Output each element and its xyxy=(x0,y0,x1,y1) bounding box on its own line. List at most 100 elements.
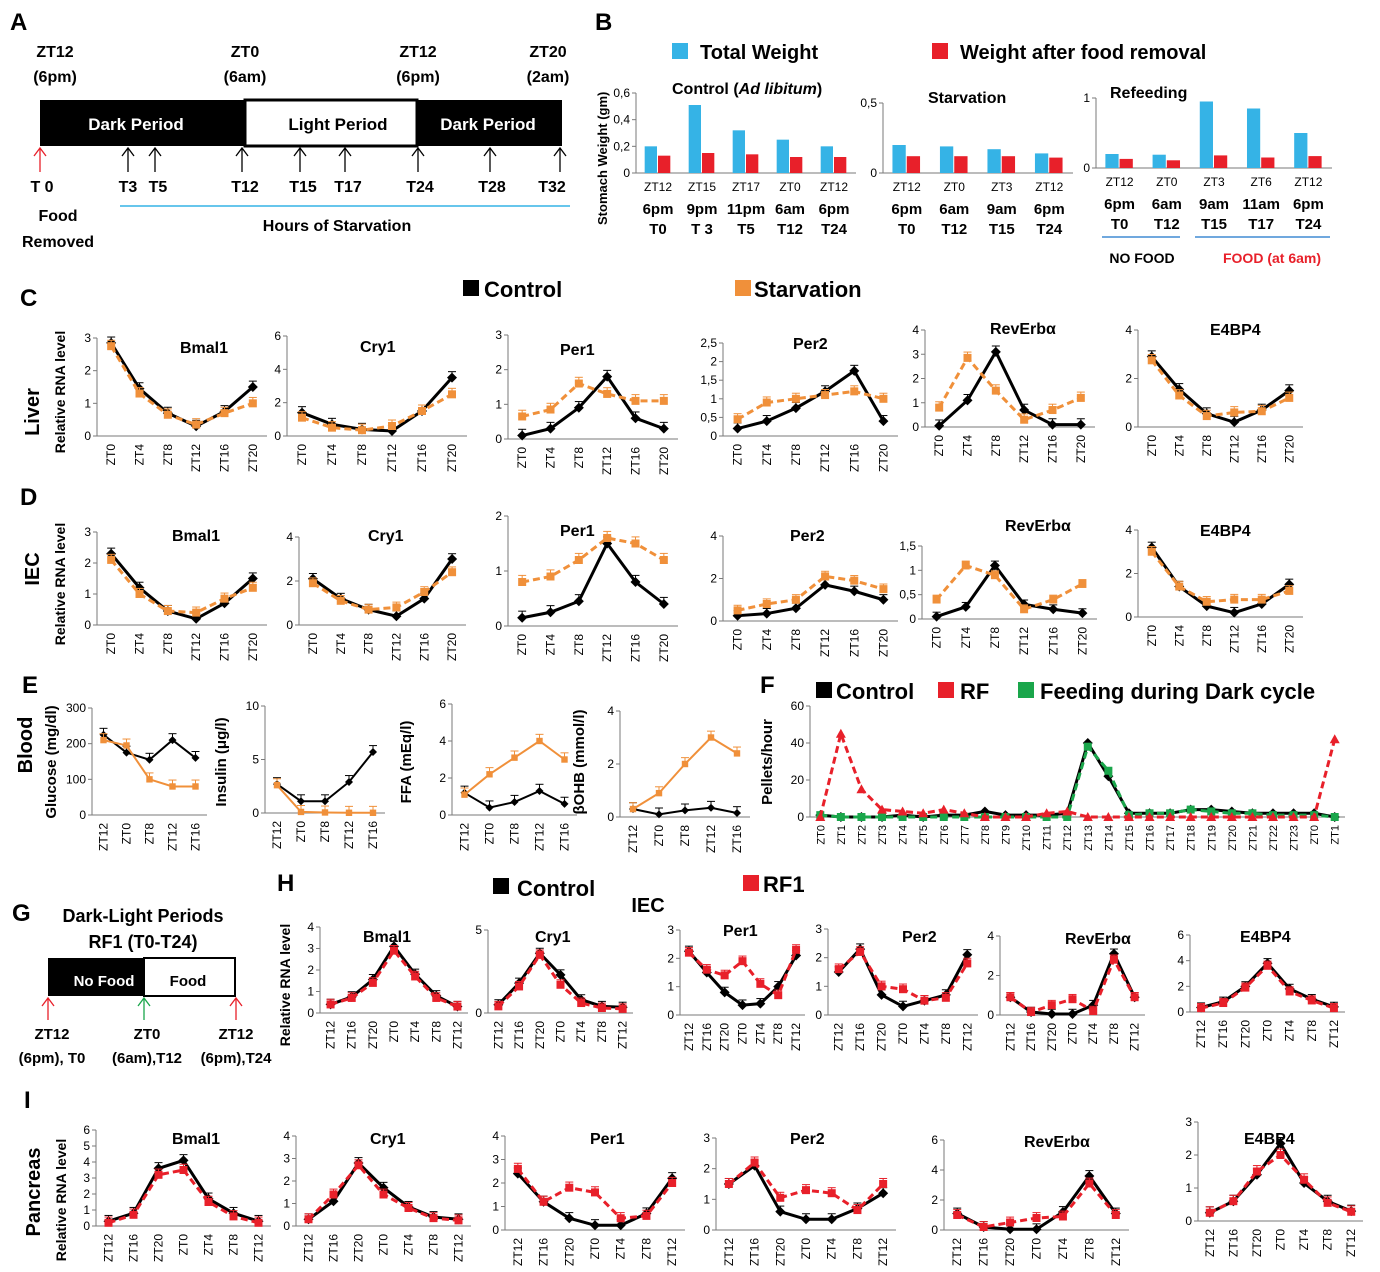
time-arrow xyxy=(553,146,567,172)
y-axis-label: Insulin (μg/l) xyxy=(213,717,230,806)
y-tick-label: 4 xyxy=(439,734,446,748)
x-tick-label: ZT8 xyxy=(227,1234,241,1256)
x-tick-label: ZT16 xyxy=(345,1021,359,1049)
data-point xyxy=(1284,579,1295,590)
data-point xyxy=(1049,595,1058,604)
data-point xyxy=(1230,408,1239,417)
x-tick-label: ZT0 xyxy=(177,1234,191,1256)
data-point xyxy=(494,1002,503,1011)
panel-e-labels: E Blood xyxy=(15,672,38,773)
data-point xyxy=(545,607,556,618)
data-point xyxy=(388,422,396,430)
x-tick-label: ZT12 xyxy=(1003,1023,1017,1051)
chart-title: Refeeding xyxy=(1110,85,1187,102)
x-tick-label: ZT16 xyxy=(730,825,744,853)
y-tick-label: 3 xyxy=(84,525,91,539)
data-point xyxy=(358,426,366,435)
data-point xyxy=(990,346,1001,357)
x-tick-label: ZT0 xyxy=(1309,825,1321,845)
y-tick-label: 3 xyxy=(283,1152,290,1166)
x-tick-label: ZT12 xyxy=(876,1238,890,1266)
x-tick-label: ZT20 xyxy=(657,634,671,662)
x-tick-label: ZT16 xyxy=(189,823,203,851)
y-tick-label: 4 xyxy=(274,362,281,376)
h-ylabel: Relative RNA level xyxy=(277,924,293,1046)
y-tick-label: 0 xyxy=(797,810,804,824)
x-tick-label: ZT12 xyxy=(789,1023,803,1051)
x-tick-label: ZT19 xyxy=(1206,825,1218,851)
series-line xyxy=(737,574,884,612)
legend-rf1: RF1 xyxy=(763,872,805,897)
x-tick-label: ZT9 xyxy=(1000,825,1012,845)
data-point xyxy=(486,771,493,778)
x-tick-label: ZT3 xyxy=(1203,175,1225,189)
data-point xyxy=(642,1211,651,1220)
legend-swatch-control xyxy=(493,878,509,894)
bar xyxy=(1001,156,1016,173)
x-tick-label: ZT16 xyxy=(417,633,431,661)
x-tick-label: ZT20 xyxy=(366,1021,380,1049)
x-tick-label: ZT0 xyxy=(731,629,745,651)
x-tick-label: ZT12 xyxy=(960,1023,974,1051)
t-label: T12 xyxy=(231,179,259,196)
g-tick: (6am),T12 xyxy=(112,1050,182,1067)
x-tick-label: ZT20 xyxy=(875,1023,889,1051)
time-label: 9pm xyxy=(687,201,718,218)
x-tick-label: ZT16 xyxy=(977,1238,991,1266)
x-tick-label: ZT8 xyxy=(161,444,175,466)
time-label: 11pm xyxy=(727,201,765,218)
data-point xyxy=(453,1002,462,1011)
y-tick-label: 4 xyxy=(1177,954,1184,968)
data-point xyxy=(419,593,430,604)
chart-i3: 0 1 2 3 4 ZT12 ZT16 ZT20 ZT0 ZT4 ZT8 ZT12 Per1 xyxy=(492,1129,685,1266)
data-point xyxy=(169,783,176,790)
y-tick-label: 0 xyxy=(1185,1214,1192,1228)
data-point xyxy=(591,1188,599,1197)
x-tick-label: ZT12 xyxy=(1327,1020,1341,1048)
data-point xyxy=(404,1204,413,1212)
data-point xyxy=(920,996,929,1005)
y-tick-label: 1 xyxy=(815,979,822,993)
x-tick-label: ZT12 xyxy=(511,1238,525,1266)
data-point xyxy=(546,405,555,414)
i-ylabel: Relative RNA level xyxy=(53,1139,69,1261)
chart-h5: 0 2 4 ZT12 ZT16 ZT20 ZT0 ZT4 ZT8 ZT12 RevErbα xyxy=(987,929,1145,1051)
y-tick-label: 4 xyxy=(710,529,717,543)
data-point xyxy=(168,736,177,745)
x-tick-label: ZT5 xyxy=(918,825,930,845)
data-point xyxy=(447,554,458,564)
data-point xyxy=(733,606,742,615)
data-point xyxy=(979,812,990,821)
x-tick-label: ZT6 xyxy=(1251,175,1273,189)
no-food-bar xyxy=(48,958,144,996)
chart-title: RevErbα xyxy=(1005,518,1071,535)
chart-title: Per1 xyxy=(590,1131,625,1148)
y-tick-label: 0 xyxy=(1177,1005,1184,1019)
x-tick-label: ZT4 xyxy=(1086,1023,1100,1045)
series-line xyxy=(109,345,254,427)
data-point xyxy=(1288,812,1299,821)
data-point xyxy=(707,734,715,741)
t-label: T17 xyxy=(334,179,362,196)
food-bar xyxy=(143,957,236,997)
y-tick-label: 0 xyxy=(667,1008,674,1022)
data-point xyxy=(616,1214,625,1223)
data-point xyxy=(178,1155,189,1166)
x-tick-label: ZT7 xyxy=(959,825,971,845)
food-removed-arrow xyxy=(33,146,47,172)
x-tick-label: ZT12 xyxy=(1062,825,1074,851)
y-tick-label: 0 xyxy=(283,1219,290,1233)
data-point xyxy=(192,608,201,617)
data-point xyxy=(707,803,715,812)
x-tick-label: ZT0 xyxy=(944,180,966,194)
data-point xyxy=(918,808,929,818)
food-label: FOOD (at 6am) xyxy=(1223,250,1321,266)
hour-label: T5 xyxy=(737,221,755,238)
series-line xyxy=(935,563,1084,612)
chart-i6: 0 1 2 3 ZT12 ZT16 ZT20 ZT0 ZT4 ZT8 ZT12 E4BP4 xyxy=(1185,1115,1363,1257)
data-point xyxy=(876,989,887,1000)
y-tick-label: 0 xyxy=(870,166,877,180)
data-point xyxy=(1275,1138,1286,1149)
x-tick-label: ZT12 xyxy=(1227,625,1241,653)
hour-label: T24 xyxy=(821,221,848,238)
